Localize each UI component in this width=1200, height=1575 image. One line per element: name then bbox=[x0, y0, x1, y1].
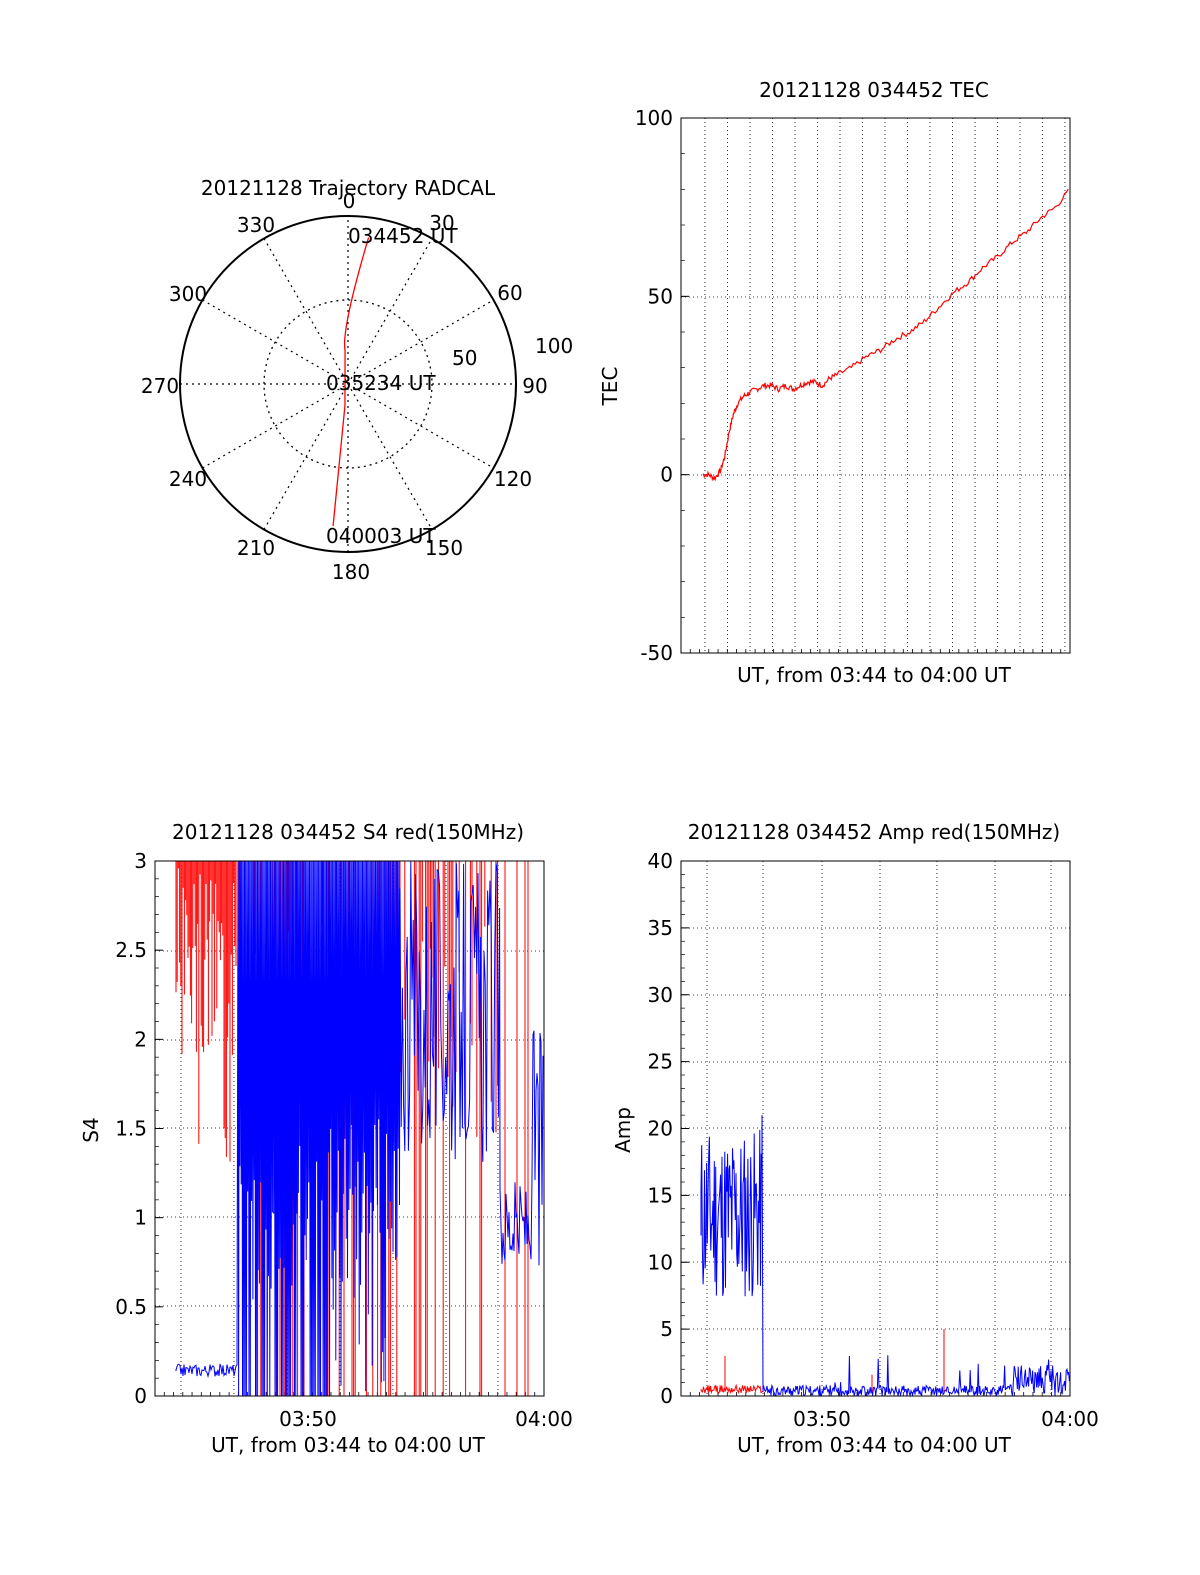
azimuth-label-60: 60 bbox=[497, 281, 522, 305]
azimuth-label-120: 120 bbox=[494, 467, 532, 491]
tec-ytick-label: 0 bbox=[660, 463, 673, 487]
amp-ytick-label: 5 bbox=[660, 1317, 673, 1341]
amp-ytick-label: 20 bbox=[648, 1117, 673, 1141]
azimuth-label-90: 90 bbox=[522, 374, 547, 398]
azimuth-label-330: 330 bbox=[237, 213, 275, 237]
tec-ytick-label: 50 bbox=[648, 284, 673, 308]
azimuth-label-300: 300 bbox=[169, 282, 207, 306]
s4-title: 20121128 034452 S4 red(150MHz) bbox=[172, 820, 524, 844]
tec-xlabel: UT, from 03:44 to 04:00 UT bbox=[737, 663, 1012, 687]
amp-x-ticks: 03:50 04:00 bbox=[793, 1407, 1099, 1431]
radial-label-50: 50 bbox=[452, 346, 477, 370]
s4-y-ticks: 3 2.5 2 1.5 1 0.5 0 bbox=[115, 849, 163, 1408]
s4-blue-series bbox=[175, 860, 544, 1397]
amp-ylabel: Amp bbox=[611, 1107, 635, 1153]
tec-grid bbox=[680, 118, 1070, 653]
amp-chart: 20121128 034452 Amp red(150MHz) 40 35 30 25… bbox=[611, 820, 1099, 1457]
amp-ytick-label: 30 bbox=[648, 983, 673, 1007]
s4-xlabel: UT, from 03:44 to 04:00 UT bbox=[211, 1433, 486, 1457]
trajectory-title: 20121128 Trajectory RADCAL bbox=[201, 176, 496, 200]
s4-ytick-label: 1.5 bbox=[115, 1117, 147, 1141]
polar-azimuth-labels: 0 30 60 90 120 150 180 210 240 270 300 330 bbox=[141, 189, 548, 584]
s4-ytick-label: 0.5 bbox=[115, 1295, 147, 1319]
amp-ytick-label: 40 bbox=[648, 849, 673, 873]
azimuth-label-150: 150 bbox=[425, 536, 463, 560]
amp-ytick-label: 25 bbox=[648, 1050, 673, 1074]
azimuth-label-270: 270 bbox=[141, 374, 179, 398]
azimuth-label-30: 30 bbox=[429, 211, 454, 235]
amp-xtick-0400: 04:00 bbox=[1041, 1407, 1099, 1431]
amp-y-ticks: 40 35 30 25 20 15 10 5 0 bbox=[648, 849, 689, 1408]
tec-frame bbox=[680, 117, 1071, 654]
azimuth-label-180: 180 bbox=[332, 560, 370, 584]
time-label-start: 034452 UT bbox=[348, 224, 458, 248]
tec-series-line bbox=[702, 188, 1069, 482]
s4-frame bbox=[154, 860, 545, 1397]
tec-title: 20121128 034452 TEC bbox=[759, 78, 989, 102]
s4-x-ticks: 03:50 04:00 bbox=[279, 1407, 573, 1431]
s4-ytick-label: 2.5 bbox=[115, 938, 147, 962]
s4-chart: 20121128 034452 S4 red(150MHz) 3 2.5 2 1.5 1… bbox=[79, 820, 573, 1457]
polar-grid bbox=[179, 215, 517, 553]
amp-title: 20121128 034452 Amp red(150MHz) bbox=[688, 820, 1060, 844]
s4-ytick-label: 0 bbox=[134, 1384, 147, 1408]
tec-ylabel: TEC bbox=[598, 367, 622, 407]
tec-ytick-label: -50 bbox=[640, 641, 673, 665]
tec-ytick-label: 100 bbox=[635, 106, 673, 130]
amp-ytick-label: 0 bbox=[660, 1384, 673, 1408]
amp-blue-series bbox=[700, 1115, 1070, 1398]
s4-ytick-label: 1 bbox=[134, 1206, 147, 1230]
amp-ytick-label: 15 bbox=[648, 1183, 673, 1207]
time-label-mid: 035234 UT bbox=[326, 371, 436, 395]
azimuth-label-0: 0 bbox=[343, 189, 356, 213]
amp-ytick-label: 10 bbox=[648, 1250, 673, 1274]
amp-red-series bbox=[700, 1329, 945, 1395]
s4-ylabel: S4 bbox=[79, 1117, 103, 1142]
amp-xlabel: UT, from 03:44 to 04:00 UT bbox=[737, 1433, 1012, 1457]
amp-grid bbox=[680, 861, 1070, 1396]
tec-y-ticks: 100 50 0 -50 bbox=[635, 106, 689, 665]
tec-chart: 20121128 034452 TEC 100 50 0 -50 UT, from 0… bbox=[598, 78, 1071, 687]
amp-xtick-0350: 03:50 bbox=[793, 1407, 851, 1431]
s4-xtick-0400: 04:00 bbox=[515, 1407, 573, 1431]
trajectory-polar-plot: 20121128 Trajectory RADCAL 0 30 60 90 120 150… bbox=[141, 176, 573, 584]
azimuth-label-240: 240 bbox=[169, 467, 207, 491]
amp-frame bbox=[680, 860, 1071, 1397]
s4-xtick-0350: 03:50 bbox=[279, 1407, 337, 1431]
azimuth-label-210: 210 bbox=[237, 536, 275, 560]
trajectory-line bbox=[332, 237, 370, 527]
s4-ytick-label: 3 bbox=[134, 849, 147, 873]
radial-label-100: 100 bbox=[535, 334, 573, 358]
s4-ytick-label: 2 bbox=[134, 1027, 147, 1051]
time-label-end: 040003 UT bbox=[326, 524, 436, 548]
amp-ytick-label: 35 bbox=[648, 916, 673, 940]
polar-spoke-150 bbox=[263, 238, 433, 530]
